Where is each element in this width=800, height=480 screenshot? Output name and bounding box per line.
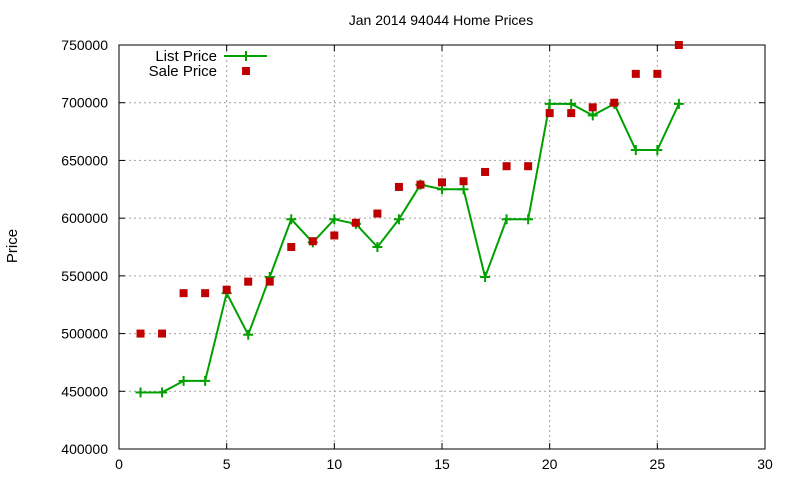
sale-price-point	[179, 289, 188, 298]
y-tick-label: 550000	[61, 268, 108, 284]
list-price-point	[673, 98, 684, 109]
list-price-line	[140, 102, 680, 394]
x-tick-label: 20	[542, 456, 558, 472]
sale-price-point	[631, 69, 640, 78]
legend-label-sale-price: Sale Price	[149, 63, 217, 80]
y-tick-label: 450000	[61, 383, 108, 399]
sale-price-point	[351, 218, 360, 227]
list-price-point	[501, 214, 512, 225]
list-price-point	[200, 375, 211, 386]
x-tick-label: 10	[327, 456, 343, 472]
sale-price-point	[653, 69, 662, 78]
sale-price-point	[502, 162, 511, 171]
sale-price-point	[545, 109, 554, 118]
list-price-point	[652, 145, 663, 156]
list-price-point	[544, 98, 555, 109]
ticks: 0 5 10 15 20 25 30 400000 450000 500000 550000 6000…	[61, 37, 773, 472]
list-price-point	[243, 329, 254, 340]
series-group	[135, 41, 684, 398]
sale-price-point	[610, 98, 619, 107]
sale-price-point	[373, 209, 382, 218]
x-tick-label: 30	[757, 456, 773, 472]
grid	[119, 45, 765, 449]
sale-price-point	[136, 329, 145, 338]
list-price-point	[286, 214, 297, 225]
list-price-point	[458, 184, 469, 195]
sale-price-point	[287, 243, 296, 251]
sale-price-point	[201, 289, 210, 298]
sale-price-point	[481, 167, 490, 176]
sale-price-point	[588, 103, 597, 112]
x-tick-label: 15	[434, 456, 450, 472]
legend-marker-list-price	[241, 51, 251, 61]
y-tick-label: 650000	[61, 152, 108, 168]
sale-price-point	[330, 231, 339, 240]
sale-price-point	[244, 277, 253, 286]
list-price-point	[393, 214, 404, 225]
sale-price-point	[394, 182, 403, 191]
legend: List Price Sale Price	[149, 48, 267, 80]
list-price-point	[630, 145, 641, 156]
list-price-point	[523, 214, 534, 225]
sale-price-point	[308, 237, 317, 246]
sale-price-point	[265, 277, 274, 286]
y-tick-label: 500000	[61, 326, 108, 342]
list-price-point	[157, 387, 168, 398]
sale-price-point	[524, 162, 533, 171]
y-tick-label: 750000	[61, 37, 108, 53]
legend-marker-sale-price	[242, 67, 250, 75]
x-tick-label: 5	[223, 456, 231, 472]
x-tick-label: 25	[650, 456, 666, 472]
x-tick-label: 0	[115, 456, 123, 472]
sale-price-point	[567, 109, 576, 118]
list-price-point	[135, 387, 146, 398]
sale-price-point	[158, 329, 167, 338]
chart-title: Jan 2014 94044 Home Prices	[349, 12, 533, 28]
y-axis-label: Price	[4, 229, 21, 263]
sale-price-point	[674, 41, 683, 49]
list-price-point	[329, 214, 340, 225]
y-tick-label: 600000	[61, 210, 108, 226]
sale-price-point	[222, 285, 231, 294]
list-price-point	[480, 272, 491, 283]
list-price-point	[372, 242, 383, 252]
list-price-point	[566, 98, 577, 109]
y-tick-label: 400000	[61, 441, 108, 457]
list-price-point	[178, 375, 189, 386]
sale-price-point	[416, 180, 425, 189]
sale-price-point	[438, 178, 446, 187]
sale-price-point	[459, 177, 468, 186]
legend-label-list-price: List Price	[155, 48, 217, 65]
y-tick-label: 700000	[61, 95, 108, 111]
list-price-point	[587, 110, 598, 121]
